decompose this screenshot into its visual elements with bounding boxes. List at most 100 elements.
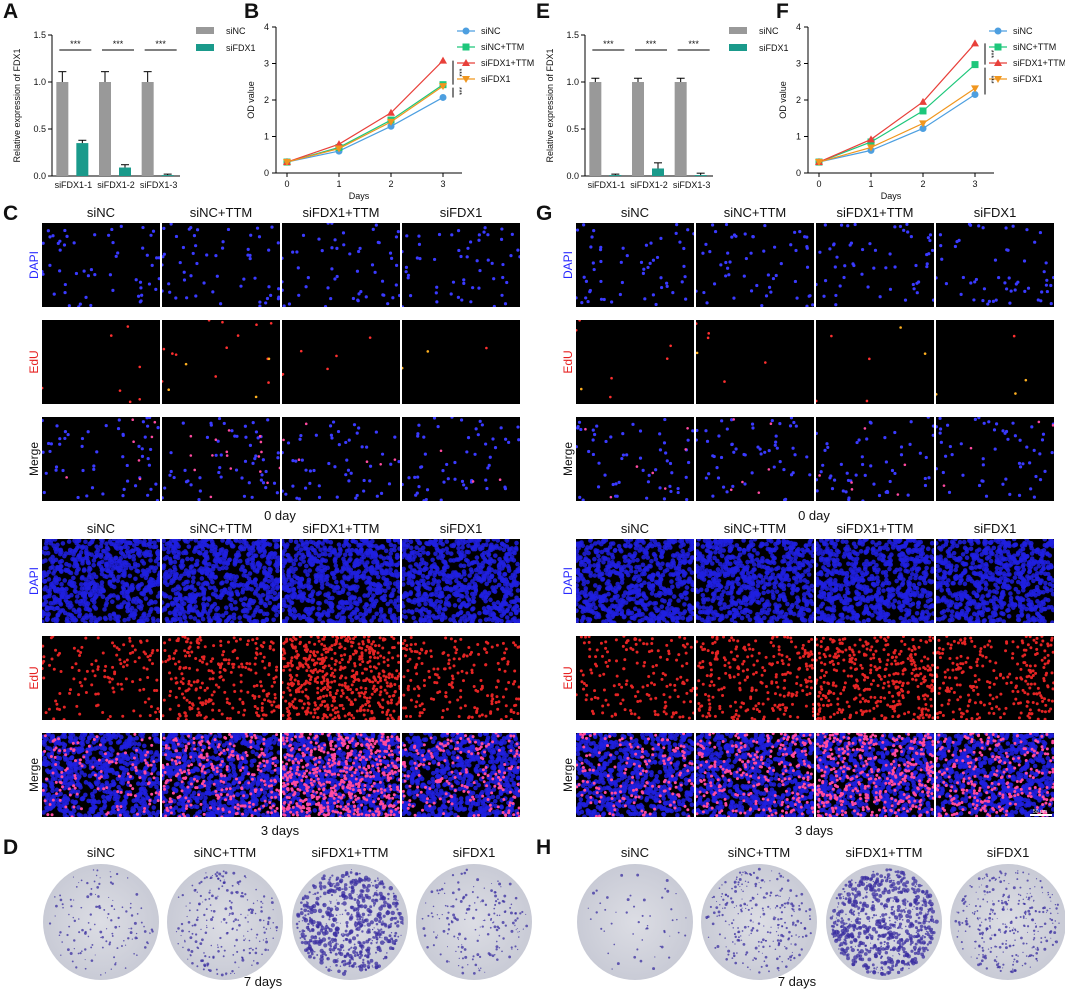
nucleus (412, 554, 417, 559)
edu-signal (183, 711, 187, 715)
nucleus (258, 300, 262, 304)
nucleus (155, 606, 160, 612)
data-point (994, 76, 1002, 83)
nucleus (308, 481, 312, 486)
nucleus (477, 233, 481, 237)
edu-signal (137, 459, 141, 462)
nucleus (379, 595, 385, 601)
edu-signal (208, 677, 212, 681)
edu-signal (187, 679, 191, 683)
edu-signal (413, 666, 417, 670)
edu-signal (149, 705, 153, 709)
nucleus (229, 620, 235, 623)
nucleus (328, 424, 333, 428)
nucleus (59, 558, 65, 564)
nucleus (107, 233, 111, 237)
edu-signal (496, 707, 500, 711)
nucleus (342, 574, 347, 579)
nucleus (44, 545, 49, 551)
nucleus (240, 476, 244, 480)
edu-signal (417, 656, 421, 660)
edu-signal (185, 698, 189, 702)
nucleus (257, 235, 262, 239)
edu-signal (484, 663, 488, 667)
edu-signal (131, 680, 135, 684)
edu-signal (372, 684, 376, 688)
nucleus (44, 539, 50, 544)
edu-signal (164, 660, 168, 664)
edu-signal (447, 662, 451, 666)
nucleus (162, 539, 166, 544)
edu-signal (282, 713, 285, 717)
edu-signal (360, 646, 364, 650)
edu-signal (119, 682, 123, 686)
nucleus (341, 619, 347, 623)
nucleus (506, 551, 511, 557)
edu-signal (295, 656, 299, 660)
nucleus (107, 553, 113, 559)
edu-signal (200, 681, 204, 685)
nucleus (83, 555, 89, 561)
nucleus (352, 584, 358, 589)
nucleus (182, 615, 188, 621)
nucleus (517, 607, 520, 613)
nucleus (144, 804, 150, 810)
nucleus (322, 545, 327, 551)
micrograph-cells (282, 539, 400, 623)
nucleus (408, 545, 414, 551)
nucleus (105, 568, 111, 574)
nucleus (466, 436, 471, 440)
nucleus (209, 421, 213, 425)
column-label: siFDX1+TTM (302, 521, 380, 536)
nucleus (48, 540, 54, 546)
edu-signal (207, 697, 211, 701)
edu-signal (409, 636, 413, 640)
edu-signal (406, 660, 410, 664)
nucleus (167, 610, 173, 616)
nucleus (184, 596, 189, 601)
bar (56, 82, 69, 176)
edu-signal (511, 682, 515, 686)
nucleus (451, 542, 457, 548)
edu-signal (479, 687, 483, 691)
edu-signal (381, 706, 385, 710)
edu-signal (203, 645, 207, 649)
edu-signal (162, 660, 164, 664)
edu-signal (410, 649, 414, 653)
nucleus (89, 597, 95, 603)
nucleus (164, 569, 169, 575)
nucleus (253, 276, 257, 280)
edu-signal (137, 656, 141, 660)
edu-signal (72, 646, 76, 650)
edu-signal (517, 697, 520, 701)
edu-signal (254, 651, 258, 655)
edu-signal (96, 667, 100, 671)
edu-signal (334, 638, 338, 642)
nucleus (104, 541, 109, 546)
nucleus (256, 436, 260, 440)
nucleus (406, 553, 411, 558)
nucleus (250, 565, 256, 570)
nucleus (344, 473, 348, 477)
nucleus (402, 546, 405, 551)
nucleus (73, 547, 79, 553)
nucleus (437, 232, 442, 237)
nucleus (437, 571, 443, 577)
edu-signal (409, 678, 413, 682)
nucleus (109, 599, 115, 604)
nucleus (243, 459, 248, 463)
nucleus (304, 285, 308, 289)
nucleus (417, 547, 423, 553)
series-line (286, 85, 444, 163)
nucleus (393, 569, 399, 574)
nucleus (337, 605, 342, 610)
nucleus (347, 601, 353, 606)
edu-signal (78, 712, 82, 716)
edu-signal (225, 697, 229, 701)
nucleus (151, 805, 157, 810)
edu-signal (148, 714, 152, 718)
edu-signal (253, 704, 257, 708)
nucleus (162, 591, 165, 596)
edu-signal (181, 636, 185, 638)
edu-signal (422, 684, 426, 688)
